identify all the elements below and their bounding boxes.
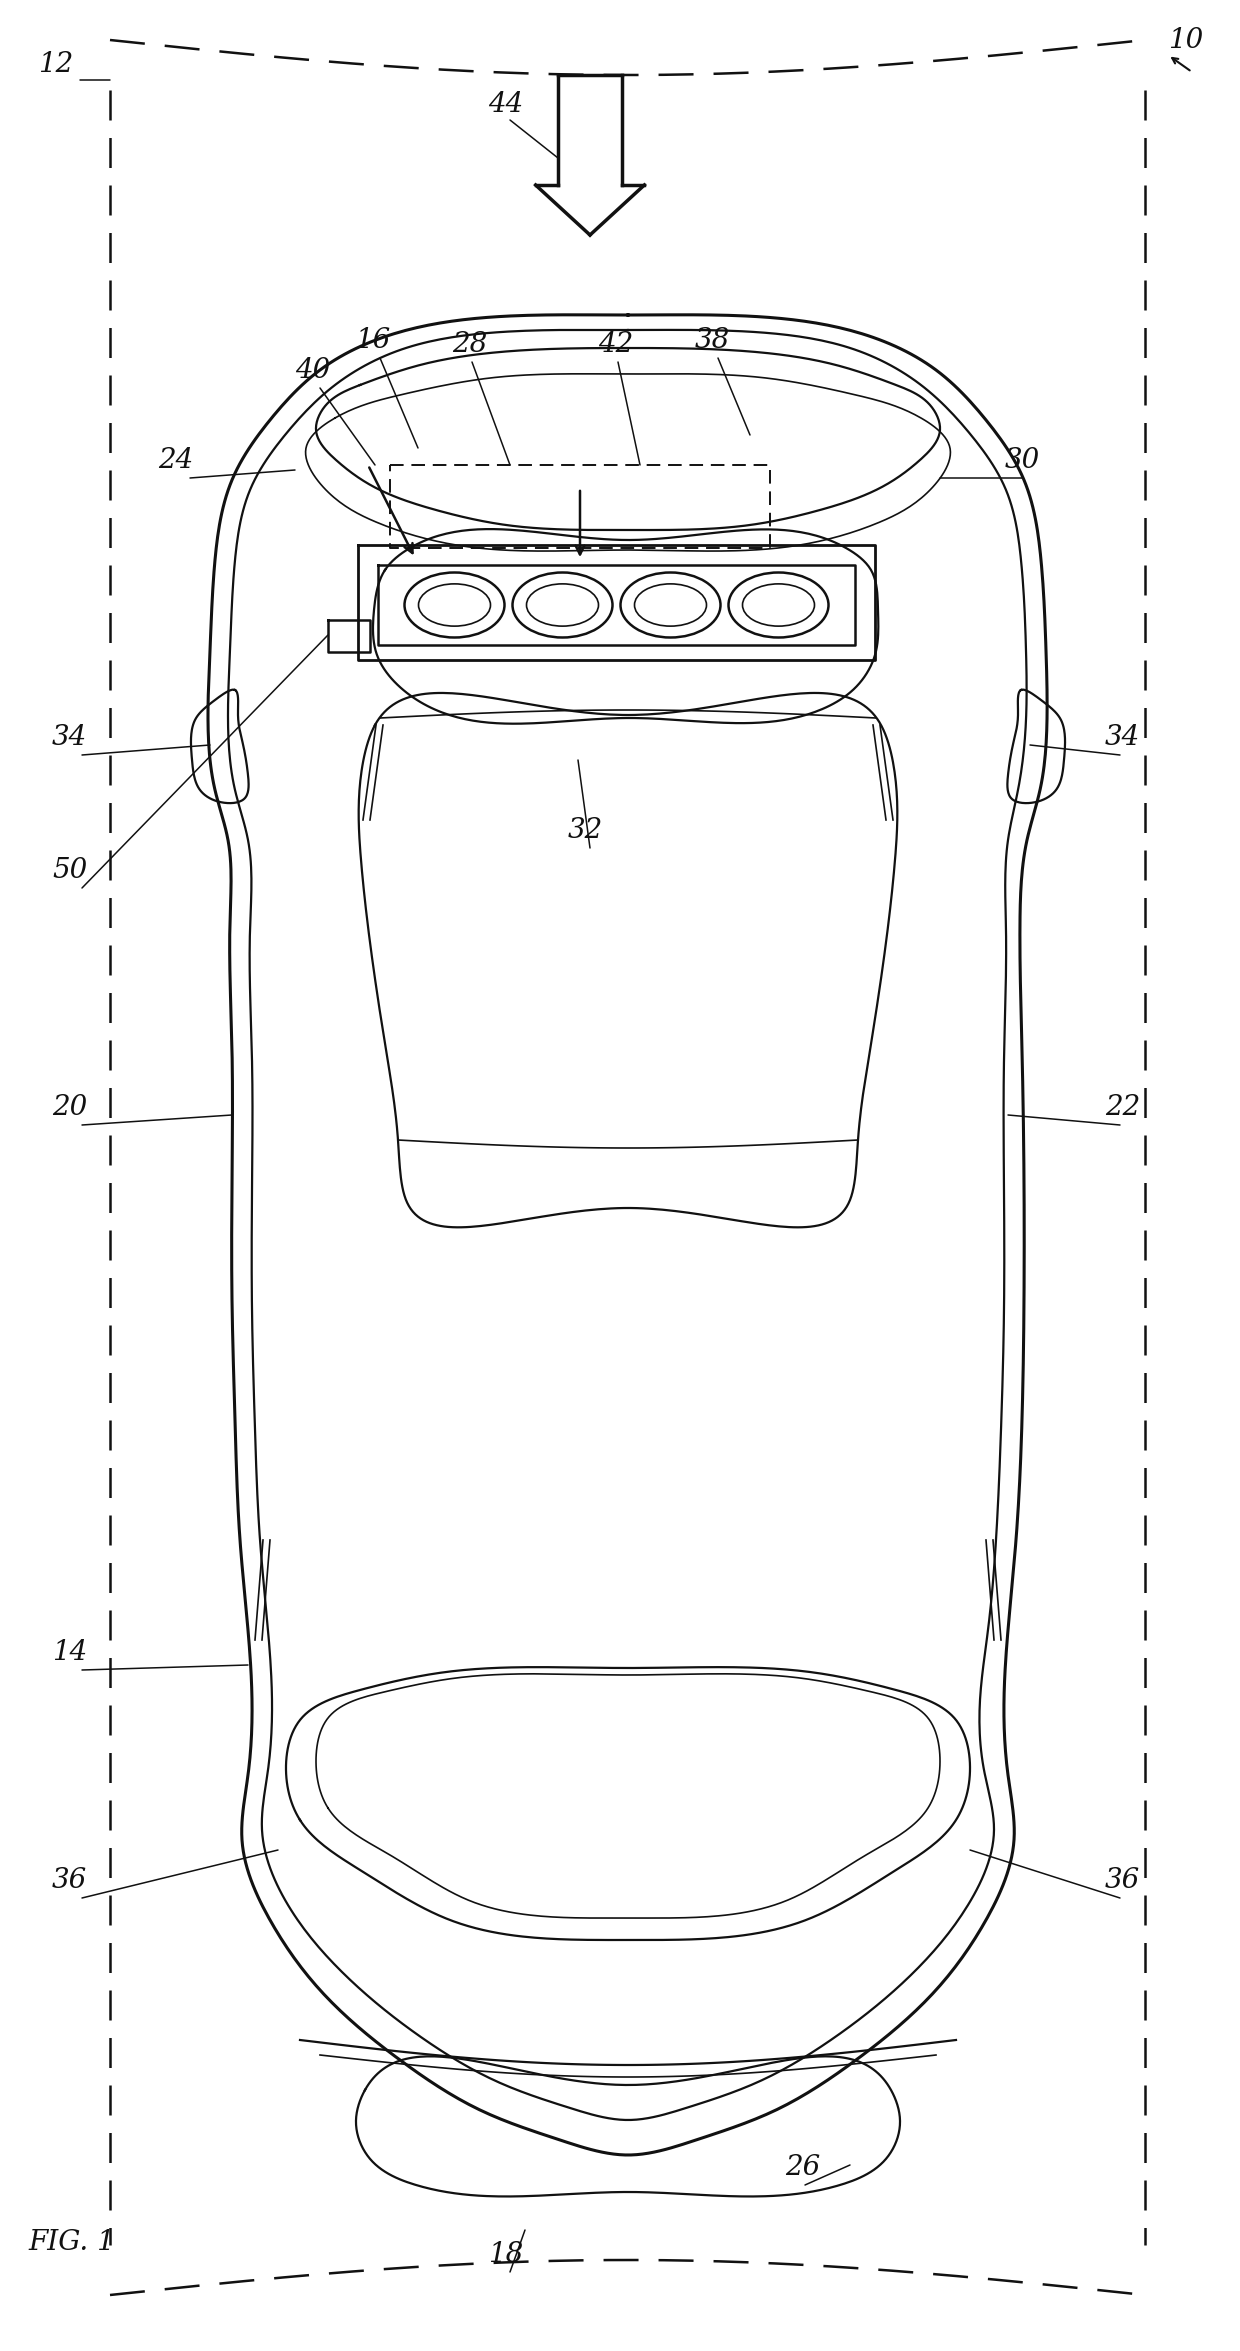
Text: 26: 26 [785,2154,820,2182]
Text: 40: 40 [295,357,330,383]
Text: 10: 10 [1168,26,1203,54]
Text: 14: 14 [52,1639,87,1667]
Text: 50: 50 [52,858,87,884]
Text: 36: 36 [1105,1867,1141,1895]
Text: 30: 30 [1004,447,1040,475]
Text: 42: 42 [598,331,634,357]
Text: 18: 18 [489,2241,523,2269]
Text: 22: 22 [1105,1093,1141,1121]
Text: 16: 16 [355,327,391,355]
Text: 32: 32 [568,818,603,844]
Text: 28: 28 [453,331,487,357]
Text: FIG. 1: FIG. 1 [29,2229,115,2257]
Text: 38: 38 [694,327,730,355]
Text: 36: 36 [52,1867,87,1895]
Text: 34: 34 [1105,724,1141,750]
Text: 44: 44 [489,92,523,118]
Text: 12: 12 [38,52,73,78]
Text: 24: 24 [157,447,193,475]
Text: 34: 34 [52,724,87,750]
Text: 20: 20 [52,1093,87,1121]
